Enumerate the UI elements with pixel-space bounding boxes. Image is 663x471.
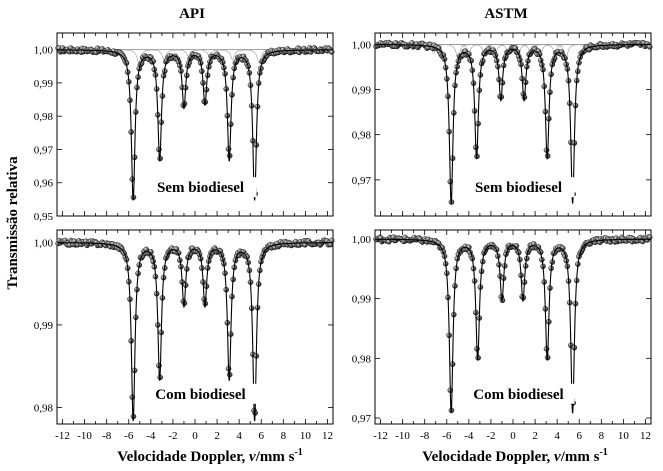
fit-curve [57,49,333,201]
x-tick-label: -2 [168,430,177,442]
annotation-backdrop [144,177,257,198]
data-point [328,49,335,55]
x-tick-label: 4 [554,430,560,442]
x-tick-label: -8 [102,430,112,442]
y-tick-label: 0,98 [352,353,372,365]
x-axis-label-unit: /mm s [255,449,295,465]
x-tick-label: 10 [618,430,630,442]
column-title-astm: ASTM [484,6,527,22]
x-axis-label-unit: /mm s [560,449,600,465]
panel-api-sem-biodiesel: 0,95 0,96 0,97 0,98 0,99 1,00 Sem biodiesel [34,32,335,223]
column-title-api: API [179,6,205,22]
x-tick-label: 0 [510,430,516,442]
x-tick-label: -10 [77,430,92,442]
x-tick-label: 12 [640,430,651,442]
y-tick-label: 0,97 [352,175,372,187]
x-tick-label: -10 [395,430,410,442]
x-tick-label: -6 [124,430,134,442]
fit-curve [375,43,651,204]
panel-annotation: Sem biodiesel [157,180,244,196]
y-tick-label: 1,00 [352,234,372,246]
panel-astm-com-biodiesel: -12 -10 -8 -6 -4 -2 0 2 4 6 8 10 12 0,97 0,98 0,99 1,00 C… [352,229,653,442]
x-tick-label: 6 [576,430,582,442]
y-tick-label: 1,00 [34,237,54,249]
fit-curve [57,242,333,422]
x-axis-label-exp: -1 [599,447,607,458]
x-tick-label: 8 [281,430,287,442]
fit-curve [375,238,651,414]
y-tick-label: 0,99 [352,84,372,96]
y-tick-label: 0,99 [34,320,54,332]
x-tick-label: -4 [146,430,156,442]
x-tick-label: 12 [322,430,333,442]
y-tick-label: 0,97 [352,413,372,425]
y-tick-label: 0,99 [352,294,372,306]
x-axis-label-var: v [554,449,561,465]
y-tick-label: 1,00 [34,45,54,57]
y-axis-label: Transmissão relativa [5,156,21,290]
x-axis-label-prefix: Velocidade Doppler, [422,449,554,465]
panel-astm-sem-biodiesel: 0,97 0,98 0,99 1,00 Sem biodiesel [352,32,653,217]
y-tick-label: 0,98 [34,402,54,414]
annotation-backdrop [462,383,575,404]
x-tick-label: 2 [214,430,220,442]
x-tick-label: -4 [464,430,474,442]
annotation-backdrop [144,383,257,404]
panel-api-com-biodiesel: -12 -10 -8 -6 -4 -2 0 2 4 6 8 10 12 0,98 0,99 1,00 Com b… [34,229,335,442]
x-tick-label: 10 [300,430,312,442]
y-tick-label: 1,00 [352,39,372,51]
panel-annotation: Com biodiesel [155,387,245,403]
x-tick-label: 6 [258,430,264,442]
panel-annotation: Com biodiesel [473,387,563,403]
x-tick-label: 0 [192,430,198,442]
y-tick-label: 0,96 [34,178,54,190]
x-tick-label: -2 [486,430,495,442]
x-axis-label-exp: -1 [294,447,302,458]
x-tick-label: -6 [442,430,452,442]
x-axis-label-prefix: Velocidade Doppler, [117,449,249,465]
x-axis-label-var: v [249,449,256,465]
panel-annotation: Sem biodiesel [475,180,562,196]
x-tick-label: 4 [236,430,242,442]
x-tick-label: 8 [599,430,605,442]
y-tick-label: 0,98 [352,130,372,142]
y-tick-label: 0,98 [34,111,54,123]
y-tick-label: 0,95 [34,211,54,223]
x-axis-label-left: Velocidade Doppler, v/mm s-1 [117,447,303,465]
y-tick-label: 0,97 [34,144,54,156]
x-tick-label: 2 [532,430,538,442]
x-tick-label: -12 [55,430,70,442]
y-tick-label: 0,99 [34,78,54,90]
x-axis-label-right: Velocidade Doppler, v/mm s-1 [422,447,608,465]
x-tick-label: -8 [420,430,430,442]
annotation-backdrop [462,177,575,198]
x-tick-label: -12 [373,430,388,442]
